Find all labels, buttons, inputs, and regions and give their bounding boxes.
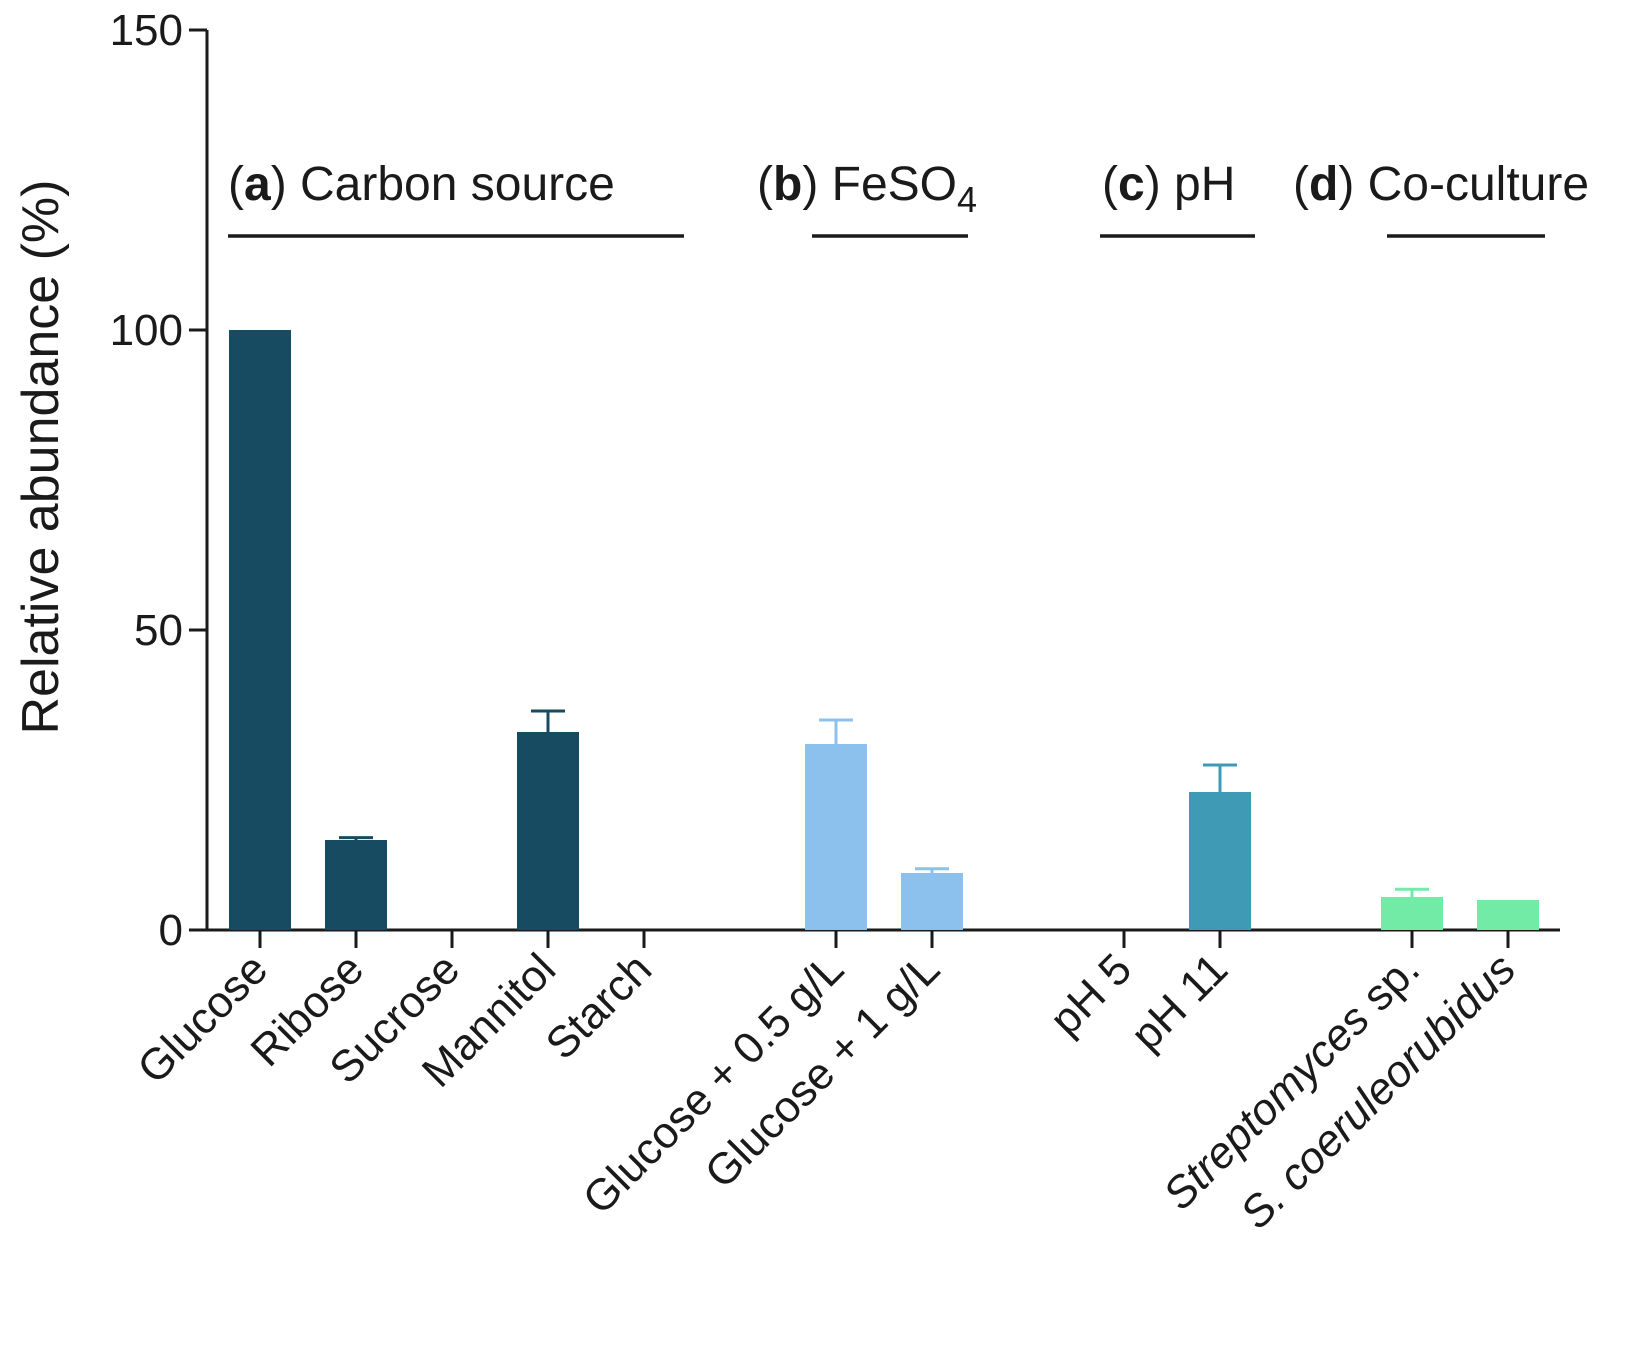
bar <box>1477 900 1539 930</box>
group-label: (b) FeSO4 <box>757 158 977 220</box>
bar <box>1381 897 1443 930</box>
x-tick-label: pH 11 <box>1122 944 1237 1059</box>
group-label: (c) pH <box>1102 158 1235 211</box>
bar <box>517 732 579 930</box>
axes: 0 50 100 150 <box>110 6 1560 955</box>
y-tick-label: 100 <box>110 306 183 355</box>
group-annotations: (a) Carbon source (b) FeSO4 (c) pH (d) Co-c… <box>228 158 1589 238</box>
y-axis-title: Relative abundance (%) <box>12 180 70 735</box>
x-tick-labels: GlucoseRiboseSucroseMannitolStarchGlucos… <box>128 944 1525 1238</box>
bars <box>229 330 1539 930</box>
bar <box>229 330 291 930</box>
bar <box>1189 792 1251 930</box>
y-tick-label: 50 <box>134 606 183 655</box>
bar <box>901 873 963 930</box>
x-tick-label: Glucose <box>128 944 277 1093</box>
y-tick-label: 0 <box>159 906 183 955</box>
group-label: (a) Carbon source <box>228 158 615 211</box>
y-tick-label: 150 <box>110 6 183 55</box>
group-label: (d) Co-culture <box>1293 158 1589 211</box>
bar <box>805 744 867 930</box>
x-tick-label: Starch <box>536 944 661 1069</box>
bar <box>325 840 387 930</box>
